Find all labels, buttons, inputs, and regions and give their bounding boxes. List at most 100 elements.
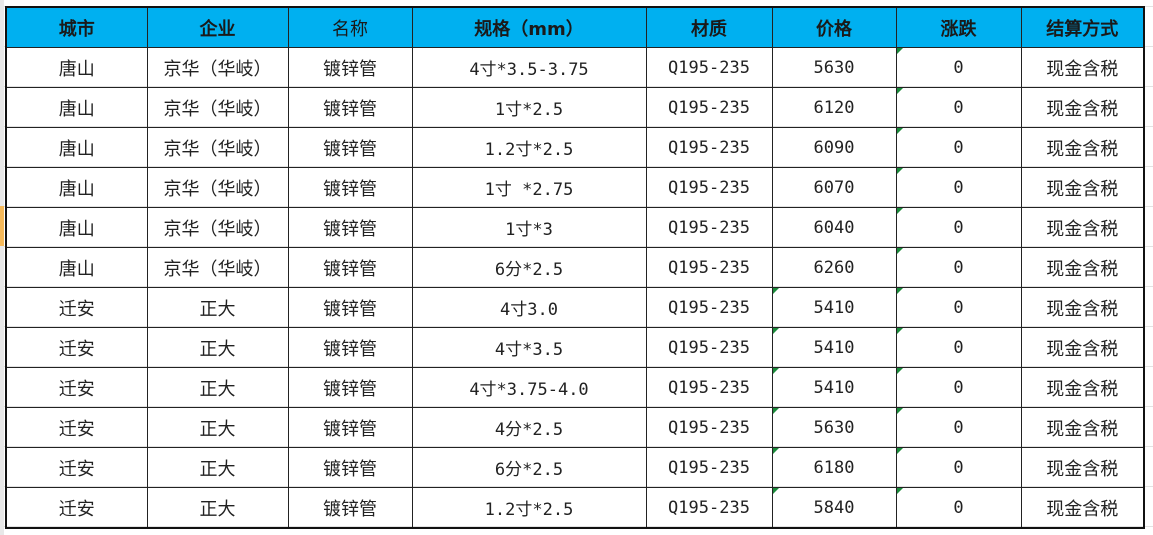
cell-change[interactable]: 0 <box>895 127 1022 168</box>
cell-price[interactable]: 6070 <box>771 167 897 208</box>
cell-price[interactable]: 6040 <box>771 207 897 248</box>
cell-change[interactable]: 0 <box>895 247 1022 288</box>
cell-material[interactable]: Q195-235 <box>645 287 773 328</box>
cell-price[interactable]: 6180 <box>771 447 897 488</box>
cell-settlement[interactable]: 现金含税 <box>1020 367 1145 408</box>
cell-settlement[interactable]: 现金含税 <box>1020 447 1145 488</box>
cell-settlement[interactable]: 现金含税 <box>1020 487 1145 529</box>
cell-material[interactable]: Q195-235 <box>645 487 773 529</box>
cell-city[interactable]: 唐山 <box>5 167 148 208</box>
cell-price[interactable]: 5630 <box>771 407 897 448</box>
cell-spec[interactable]: 4寸*3.5-3.75 <box>411 47 647 88</box>
cell-city[interactable]: 迁安 <box>5 287 148 328</box>
cell-product[interactable]: 镀锌管 <box>287 327 413 368</box>
header-price[interactable]: 价格 <box>771 6 897 48</box>
cell-city[interactable]: 迁安 <box>5 487 148 529</box>
cell-price[interactable]: 6120 <box>771 87 897 128</box>
cell-product[interactable]: 镀锌管 <box>287 447 413 488</box>
cell-product[interactable]: 镀锌管 <box>287 367 413 408</box>
cell-city[interactable]: 迁安 <box>5 367 148 408</box>
cell-company[interactable]: 正大 <box>146 367 289 408</box>
cell-price[interactable]: 5840 <box>771 487 897 529</box>
header-settlement[interactable]: 结算方式 <box>1020 6 1145 48</box>
cell-spec[interactable]: 1寸 *2.75 <box>411 167 647 208</box>
cell-company[interactable]: 正大 <box>146 407 289 448</box>
cell-spec[interactable]: 6分*2.5 <box>411 447 647 488</box>
header-city[interactable]: 城市 <box>5 6 148 48</box>
cell-product[interactable]: 镀锌管 <box>287 47 413 88</box>
cell-change[interactable]: 0 <box>895 327 1022 368</box>
cell-change[interactable]: 0 <box>895 407 1022 448</box>
row-header-strip[interactable] <box>0 0 4 535</box>
cell-settlement[interactable]: 现金含税 <box>1020 407 1145 448</box>
header-change[interactable]: 涨跌 <box>895 6 1022 48</box>
cell-settlement[interactable]: 现金含税 <box>1020 207 1145 248</box>
cell-city[interactable]: 迁安 <box>5 407 148 448</box>
cell-city[interactable]: 唐山 <box>5 87 148 128</box>
cell-company[interactable]: 京华（华岐） <box>146 127 289 168</box>
cell-material[interactable]: Q195-235 <box>645 87 773 128</box>
cell-spec[interactable]: 4寸*3.5 <box>411 327 647 368</box>
cell-product[interactable]: 镀锌管 <box>287 127 413 168</box>
cell-product[interactable]: 镀锌管 <box>287 487 413 529</box>
cell-city[interactable]: 唐山 <box>5 127 148 168</box>
cell-settlement[interactable]: 现金含税 <box>1020 87 1145 128</box>
cell-spec[interactable]: 4寸*3.75-4.0 <box>411 367 647 408</box>
cell-price[interactable]: 5410 <box>771 327 897 368</box>
cell-company[interactable]: 京华（华岐） <box>146 47 289 88</box>
cell-company[interactable]: 正大 <box>146 287 289 328</box>
cell-company[interactable]: 正大 <box>146 327 289 368</box>
cell-change[interactable]: 0 <box>895 87 1022 128</box>
cell-change[interactable]: 0 <box>895 487 1022 529</box>
cell-price[interactable]: 5630 <box>771 47 897 88</box>
cell-settlement[interactable]: 现金含税 <box>1020 47 1145 88</box>
cell-change[interactable]: 0 <box>895 47 1022 88</box>
cell-settlement[interactable]: 现金含税 <box>1020 287 1145 328</box>
cell-change[interactable]: 0 <box>895 287 1022 328</box>
cell-city[interactable]: 唐山 <box>5 47 148 88</box>
cell-material[interactable]: Q195-235 <box>645 367 773 408</box>
cell-material[interactable]: Q195-235 <box>645 407 773 448</box>
cell-change[interactable]: 0 <box>895 367 1022 408</box>
cell-company[interactable]: 正大 <box>146 487 289 529</box>
cell-spec[interactable]: 1寸*2.5 <box>411 87 647 128</box>
cell-product[interactable]: 镀锌管 <box>287 87 413 128</box>
cell-material[interactable]: Q195-235 <box>645 207 773 248</box>
cell-price[interactable]: 6090 <box>771 127 897 168</box>
cell-company[interactable]: 京华（华岐） <box>146 87 289 128</box>
cell-material[interactable]: Q195-235 <box>645 47 773 88</box>
cell-change[interactable]: 0 <box>895 167 1022 208</box>
cell-spec[interactable]: 1.2寸*2.5 <box>411 127 647 168</box>
cell-company[interactable]: 京华（华岐） <box>146 167 289 208</box>
cell-settlement[interactable]: 现金含税 <box>1020 127 1145 168</box>
cell-material[interactable]: Q195-235 <box>645 127 773 168</box>
cell-settlement[interactable]: 现金含税 <box>1020 247 1145 288</box>
cell-spec[interactable]: 1.2寸*2.5 <box>411 487 647 529</box>
cell-material[interactable]: Q195-235 <box>645 447 773 488</box>
cell-material[interactable]: Q195-235 <box>645 327 773 368</box>
cell-product[interactable]: 镀锌管 <box>287 167 413 208</box>
cell-spec[interactable]: 4寸3.0 <box>411 287 647 328</box>
cell-settlement[interactable]: 现金含税 <box>1020 167 1145 208</box>
cell-settlement[interactable]: 现金含税 <box>1020 327 1145 368</box>
cell-price[interactable]: 6260 <box>771 247 897 288</box>
cell-city[interactable]: 唐山 <box>5 247 148 288</box>
cell-spec[interactable]: 4分*2.5 <box>411 407 647 448</box>
cell-city[interactable]: 迁安 <box>5 327 148 368</box>
header-material[interactable]: 材质 <box>645 6 773 48</box>
cell-price[interactable]: 5410 <box>771 367 897 408</box>
header-product[interactable]: 名称 <box>287 6 413 48</box>
cell-city[interactable]: 唐山 <box>5 207 148 248</box>
cell-company[interactable]: 京华（华岐） <box>146 207 289 248</box>
cell-change[interactable]: 0 <box>895 207 1022 248</box>
cell-company[interactable]: 京华（华岐） <box>146 247 289 288</box>
cell-change[interactable]: 0 <box>895 447 1022 488</box>
cell-product[interactable]: 镀锌管 <box>287 287 413 328</box>
cell-material[interactable]: Q195-235 <box>645 167 773 208</box>
cell-product[interactable]: 镀锌管 <box>287 407 413 448</box>
cell-product[interactable]: 镀锌管 <box>287 247 413 288</box>
cell-city[interactable]: 迁安 <box>5 447 148 488</box>
cell-material[interactable]: Q195-235 <box>645 247 773 288</box>
cell-spec[interactable]: 1寸*3 <box>411 207 647 248</box>
cell-company[interactable]: 正大 <box>146 447 289 488</box>
